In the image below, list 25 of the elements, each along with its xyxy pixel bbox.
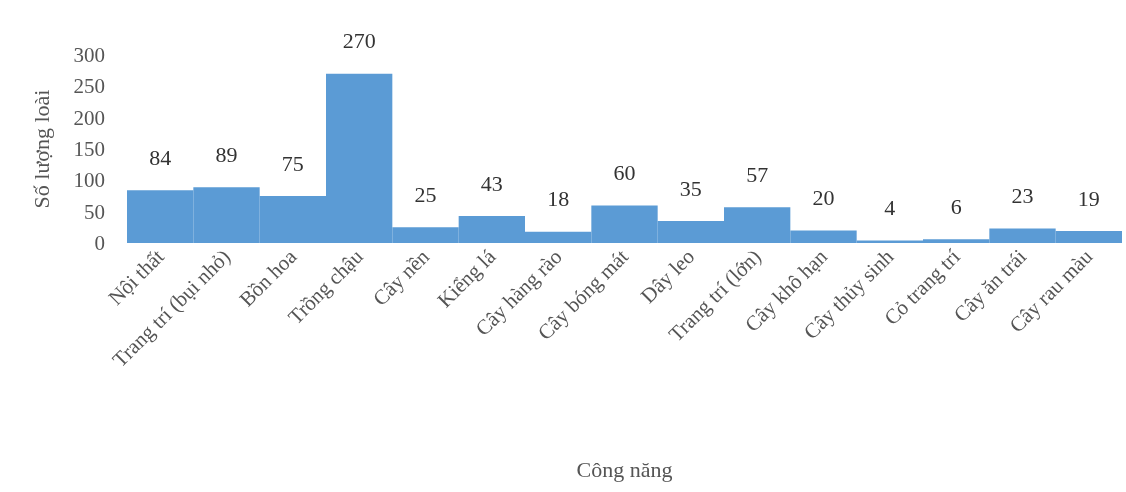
y-tick-label: 50 — [84, 199, 105, 224]
data-label: 4 — [884, 194, 896, 220]
data-label: 25 — [414, 181, 437, 207]
data-label: 20 — [812, 184, 835, 210]
data-label: 75 — [281, 150, 304, 176]
data-label: 23 — [1011, 183, 1034, 209]
y-tick-label: 150 — [73, 137, 105, 161]
data-label: 19 — [1077, 185, 1100, 211]
y-tick-label: 100 — [73, 168, 105, 193]
y-axis-title: Số lượng loài — [28, 89, 54, 209]
x-axis-title: Công năng — [576, 456, 673, 482]
y-tick-label: 0 — [94, 231, 105, 255]
data-label: 35 — [679, 175, 702, 201]
data-label: 18 — [547, 186, 570, 212]
y-tick-label: 250 — [73, 74, 105, 99]
y-tick-label: 300 — [73, 43, 105, 67]
data-label: 84 — [149, 144, 172, 170]
data-label: 89 — [215, 141, 238, 167]
data-label: 6 — [950, 193, 962, 219]
data-label: 60 — [613, 159, 636, 185]
x-tick-label: Cây nền — [367, 244, 435, 311]
data-label: 270 — [342, 28, 376, 54]
data-label: 57 — [746, 161, 769, 187]
data-label: 43 — [480, 170, 503, 196]
y-tick-label: 200 — [73, 105, 105, 130]
